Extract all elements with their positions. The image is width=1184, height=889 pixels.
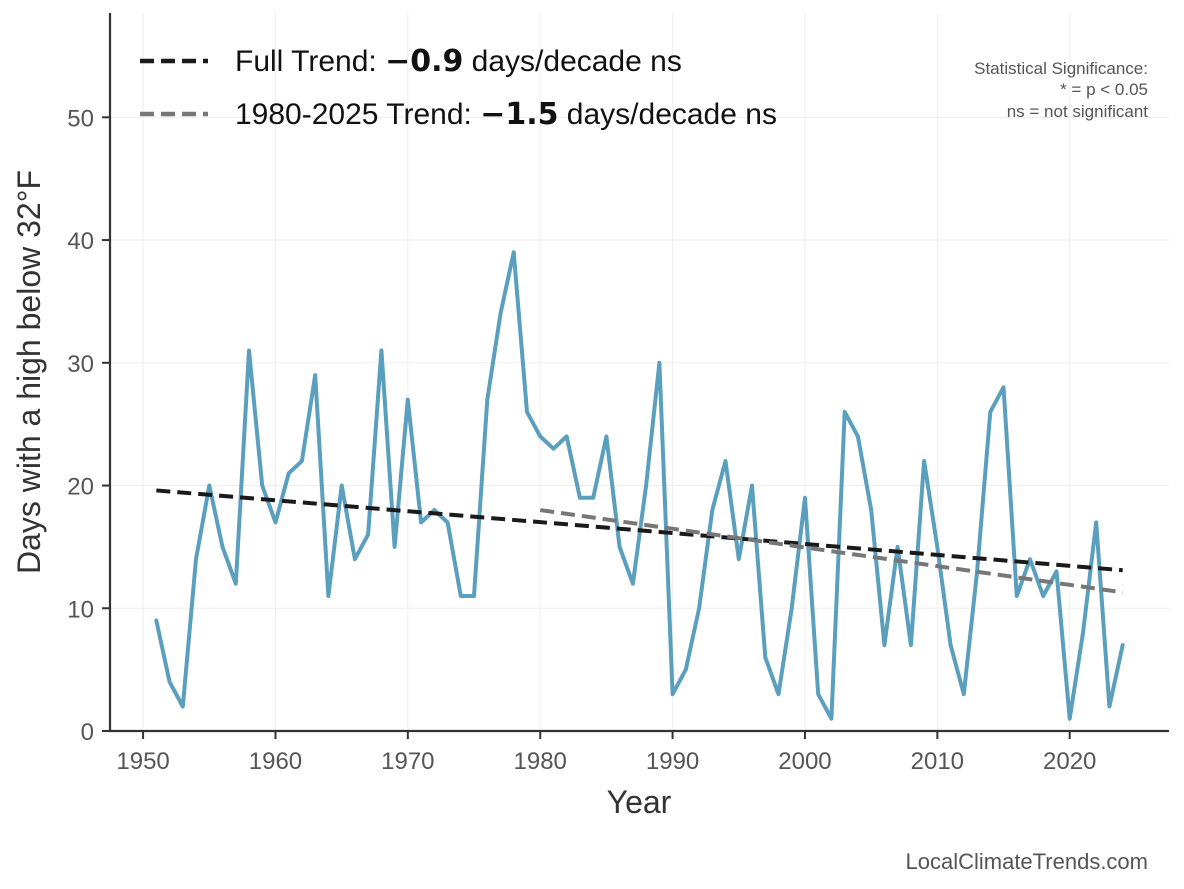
significance-note: Statistical Significance: * = p < 0.05 n… — [974, 59, 1148, 121]
y-tick-label: 20 — [67, 474, 94, 501]
x-axis-label: Year — [607, 784, 672, 820]
significance-note-line: ns = not significant — [1007, 102, 1149, 121]
legend-label: 1980-2025 Trend: −1.5 days/decade ns — [235, 97, 777, 132]
x-tick-label: 1960 — [249, 748, 302, 775]
y-tick-label: 10 — [67, 596, 94, 623]
y-axis-label: Days with a high below 32°F — [11, 170, 47, 574]
y-tick-label: 50 — [67, 105, 94, 132]
x-tick-label: 1990 — [646, 748, 699, 775]
x-tick-label: 1950 — [116, 748, 169, 775]
x-tick-label: 2000 — [778, 748, 831, 775]
x-tick-label: 2020 — [1043, 748, 1096, 775]
legend: Full Trend: −0.9 days/decade ns 1980-2025… — [140, 44, 777, 132]
x-tick-label: 1970 — [381, 748, 434, 775]
series-line — [154, 250, 1125, 721]
trend-line — [156, 488, 1123, 573]
source-credit: LocalClimateTrends.com — [906, 849, 1149, 874]
series-layer — [154, 250, 1125, 721]
y-tick-label: 40 — [67, 228, 94, 255]
trend-line — [539, 508, 1123, 595]
y-tick-label: 30 — [67, 351, 94, 378]
axes — [108, 13, 1169, 733]
ticks: 1950 1960 1970 1980 1990 2000 2010 2020 0 10 20 30 4… — [67, 105, 1096, 775]
significance-note-line: Statistical Significance: — [974, 59, 1148, 78]
x-tick-label: 1980 — [514, 748, 567, 775]
x-tick-label: 2010 — [911, 748, 964, 775]
significance-note-line: * = p < 0.05 — [1060, 80, 1148, 99]
legend-label: Full Trend: −0.9 days/decade ns — [235, 44, 682, 79]
y-tick-label: 0 — [81, 719, 94, 746]
